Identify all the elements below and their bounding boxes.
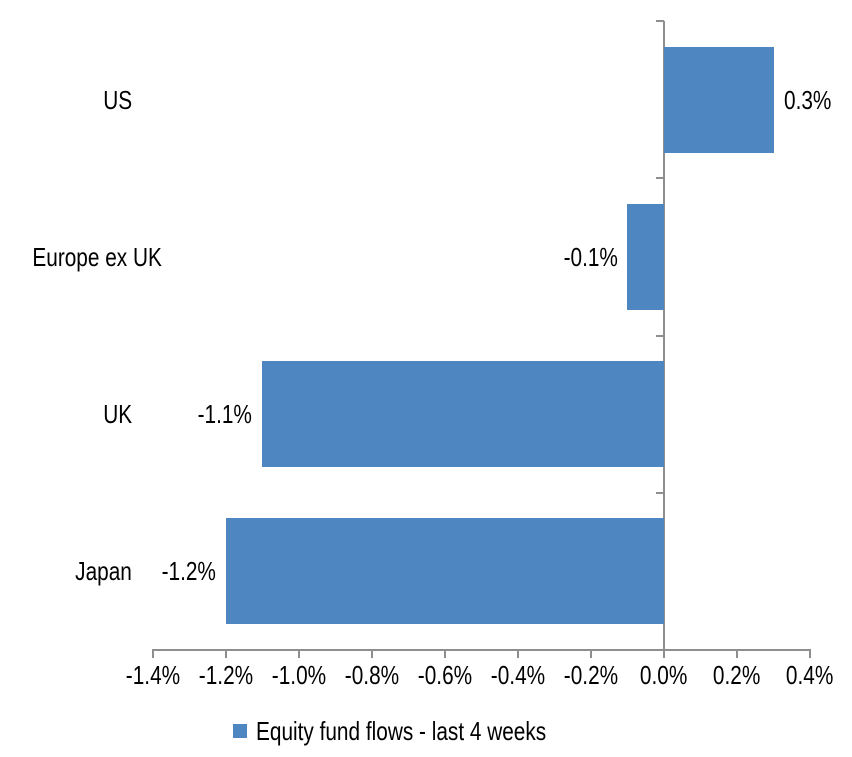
x-tick-label: -0.2% [531,661,651,689]
bar-europe-ex-uk [627,203,664,310]
bar-japan [225,518,664,625]
x-axis-tick [443,650,446,658]
legend: Equity fund flows - last 4 weeks [0,716,852,746]
x-tick-label: -0.8% [312,661,432,689]
x-tick-label: -0.6% [385,661,505,689]
bar-uk [262,361,664,468]
category-axis-tick [656,491,664,494]
data-label: -0.1% [417,243,617,271]
data-label-text: 0.3% [783,84,831,115]
category-axis-tick [656,20,664,22]
data-label: -1.2% [16,556,216,587]
category-axis-tick [656,177,664,180]
x-tick-label: 0.4% [750,661,852,689]
x-tick-label-text: 0.0% [640,660,688,690]
x-tick-label-text: -0.8% [344,660,399,690]
category-label: US [0,86,132,114]
bar-us [664,46,774,153]
data-label-text: -0.1% [563,241,618,272]
x-axis-tick [663,650,665,658]
category-axis-line [663,21,665,650]
category-label-text: Japan [75,556,132,587]
x-tick-label-text: -0.2% [563,660,619,690]
data-label-text: -1.1% [197,399,253,430]
x-tick-label: 0.2% [677,661,797,689]
x-tick-label-text: -1.4% [125,660,180,690]
x-axis-tick [809,650,812,658]
category-label: Japan [0,557,132,585]
x-axis-tick [370,650,373,658]
x-tick-label-text: 0.2% [713,660,761,690]
data-label: 0.3% [784,86,852,114]
x-tick-label: -1.0% [239,661,359,689]
x-axis-line [151,649,812,651]
legend-label: Equity fund flows - last 4 weeks [256,716,547,746]
data-label-text: -1.2% [161,556,216,587]
x-axis-tick [151,650,154,658]
x-tick-label-text: -0.4% [490,660,546,690]
x-axis-tick [736,650,739,658]
x-axis-tick [516,650,519,658]
x-tick-label: 0.0% [604,661,724,689]
x-axis-tick [589,650,592,658]
category-label-text: Europe ex UK [32,241,162,272]
x-axis-tick [297,650,300,658]
category-label-text: US [103,84,132,115]
x-tick-label-text: -1.0% [271,660,326,690]
legend-swatch-icon [233,724,248,738]
category-axis-tick [656,334,664,337]
x-tick-label: -1.4% [93,661,213,689]
category-label-text: UK [103,399,132,430]
x-tick-label: -1.2% [166,661,286,689]
category-label: Europe ex UK [0,243,162,271]
x-tick-label-text: -0.6% [417,660,472,690]
category-label: UK [0,400,132,428]
x-tick-label-text: -1.2% [198,660,253,690]
x-tick-label-text: 0.4% [786,660,834,690]
x-tick-label: -0.4% [458,661,578,689]
data-label: -1.1% [52,400,252,428]
x-axis-tick [224,650,227,658]
